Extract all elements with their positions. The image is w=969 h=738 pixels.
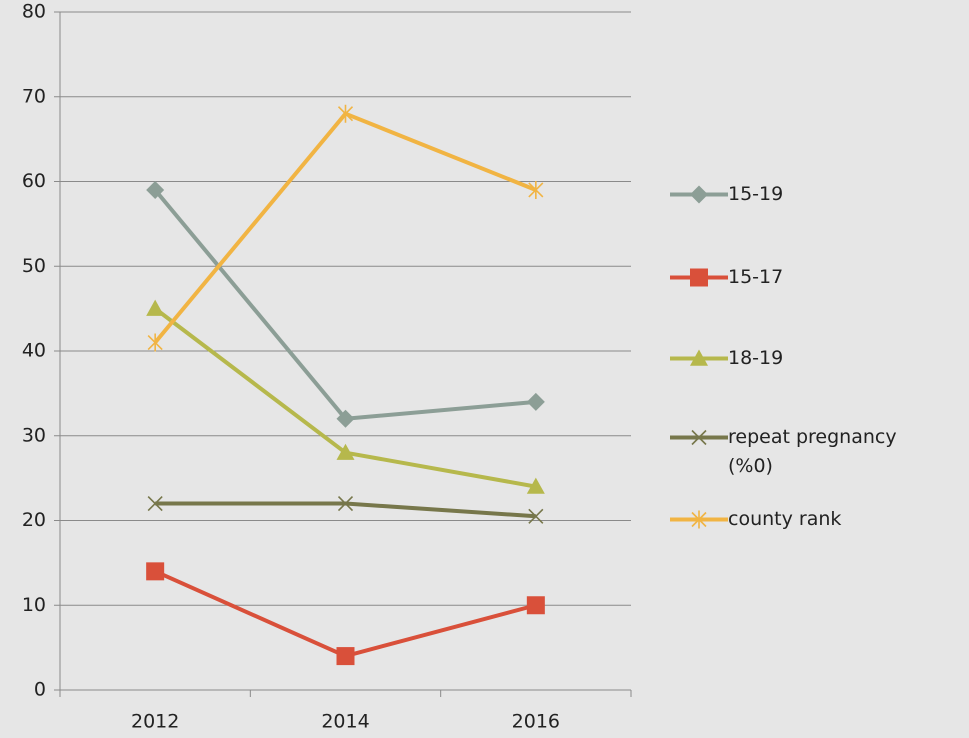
marker (337, 104, 354, 123)
y-tick-label: 30 (22, 424, 46, 446)
legend-item: repeat pregnancy (%0) (670, 423, 928, 481)
marker (146, 180, 165, 199)
legend-item: 15-19 (670, 180, 968, 209)
marker (690, 185, 708, 204)
legend-item: county rank (670, 505, 968, 534)
legend-swatch (670, 349, 728, 366)
marker (336, 443, 355, 460)
marker (146, 562, 165, 581)
y-tick-label: 80 (22, 1, 46, 23)
marker (691, 510, 707, 529)
legend-label: 18-19 (728, 347, 784, 369)
y-tick-label: 0 (34, 679, 46, 701)
marker (528, 508, 544, 524)
marker (526, 596, 545, 615)
marker (147, 333, 163, 352)
legend-item: 18-19 (670, 344, 968, 373)
legend-swatch (670, 429, 728, 446)
marker (690, 268, 708, 287)
marker (690, 349, 708, 366)
y-tick-label: 50 (22, 255, 46, 277)
y-tick-label: 60 (22, 170, 46, 192)
y-tick-label: 20 (22, 509, 46, 531)
marker (526, 477, 545, 494)
legend-swatch (670, 510, 728, 529)
x-tick-label: 2016 (512, 711, 560, 733)
x-tick-label: 2012 (131, 711, 179, 733)
legend-item: 15-17 (670, 263, 968, 292)
marker (336, 409, 355, 428)
series-line (153, 188, 537, 421)
marker (146, 299, 165, 316)
series-line (154, 569, 537, 659)
marker (528, 180, 544, 199)
marker (147, 495, 163, 512)
x-tick-label: 2014 (321, 711, 369, 733)
legend-swatch (670, 185, 728, 204)
marker (337, 495, 354, 512)
y-tick-label: 10 (22, 594, 46, 616)
series-line (153, 307, 537, 489)
legend-label: repeat pregnancy (%0) (728, 426, 897, 477)
legend-label: county rank (728, 508, 842, 530)
series-line (153, 111, 537, 344)
legend-label: 15-19 (728, 183, 784, 205)
legend-swatch (670, 268, 728, 287)
marker (336, 647, 355, 666)
marker (691, 429, 707, 446)
legend-label: 15-17 (728, 266, 784, 288)
y-tick-label: 40 (22, 340, 46, 362)
series-line (155, 501, 536, 519)
y-tick-label: 70 (22, 85, 46, 107)
marker (526, 392, 545, 411)
